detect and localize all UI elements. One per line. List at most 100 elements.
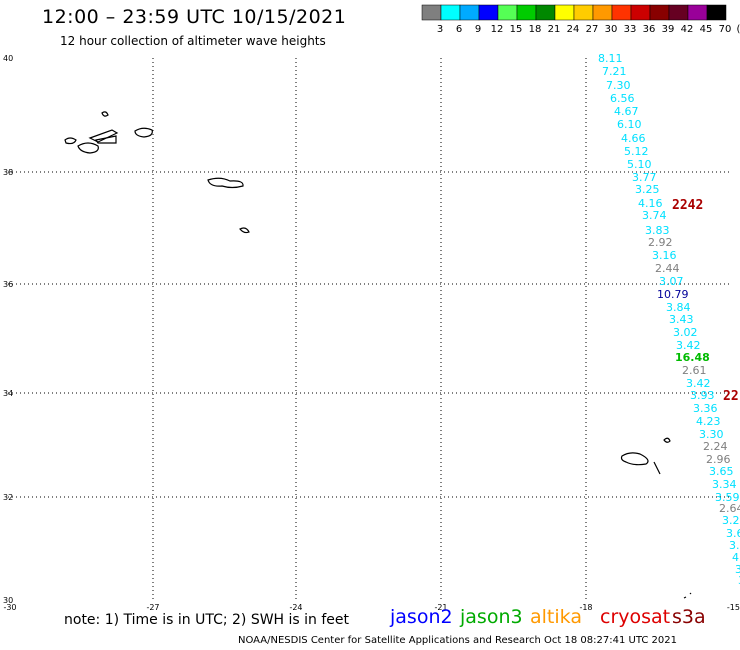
swh-value: 3.02: [673, 326, 698, 339]
swh-value: 3.6: [726, 527, 740, 540]
swh-value: 3.: [729, 539, 740, 552]
swh-value: 2.61: [682, 364, 707, 377]
scale-label: (ft): [736, 24, 740, 35]
swh-value: 4.16: [638, 197, 663, 210]
island-pico: [88, 129, 119, 143]
scale-label: 39: [662, 24, 675, 35]
scale-label: 45: [700, 24, 713, 35]
swh-value: 2.96: [706, 453, 731, 466]
longitude-label: -15: [727, 603, 740, 612]
swh-value: 3.42: [676, 339, 701, 352]
swh-value: 2.44: [655, 262, 680, 275]
scale-label: 6: [456, 24, 462, 35]
scale-label: 18: [529, 24, 542, 35]
swh-value: 2.24: [703, 440, 728, 453]
swh-value: 3.34: [712, 478, 737, 491]
satellite-name-s3a: s3a: [672, 606, 706, 628]
scale-label: 24: [567, 24, 580, 35]
swh-value: 3.83: [645, 224, 670, 237]
scale-label: 30: [605, 24, 618, 35]
swh-value: 2.64: [719, 502, 740, 515]
swh-value: 3.93: [690, 389, 715, 402]
satellite-name-jason3: jason3: [460, 606, 523, 628]
map-subtitle: 12 hour collection of altimeter wave hei…: [60, 34, 326, 48]
map-title: 12:00 – 23:59 UTC 10/15/2021: [42, 6, 347, 28]
swh-value: 3.65: [709, 465, 734, 478]
latitude-label: 30: [3, 596, 13, 605]
scale-label: 15: [510, 24, 523, 35]
pass-time-label: 2242: [672, 198, 703, 213]
island-flores: [64, 137, 77, 145]
swh-value: 4.: [732, 551, 740, 564]
island-graciosa: [134, 127, 153, 138]
swh-value: 3: [735, 563, 740, 576]
scale-label: 3: [437, 24, 443, 35]
graticule-grid: [8, 58, 731, 600]
scale-label: 33: [624, 24, 637, 35]
island-sao-miguel-east: [239, 227, 250, 234]
swh-value: 6.10: [617, 118, 642, 131]
island-porto-santo: [663, 437, 671, 443]
longitude-label: -21: [434, 603, 447, 612]
longitude-label: -18: [579, 603, 592, 612]
swh-value: 3.29: [722, 514, 740, 527]
latitude-label: 34: [3, 389, 13, 398]
swh-value: 7.30: [606, 79, 631, 92]
scale-label: 9: [475, 24, 481, 35]
swh-value: 3.77: [632, 171, 657, 184]
scale-label: 12: [491, 24, 504, 35]
longitude-label: -27: [146, 603, 159, 612]
swh-value: 4.23: [696, 415, 721, 428]
swh-value: 4.67: [614, 105, 639, 118]
latitude-label: 38: [3, 168, 13, 177]
swh-value: 3.25: [635, 183, 660, 196]
swh-value: 5.12: [624, 145, 649, 158]
island-faial: [77, 142, 99, 154]
swh-value: 3.16: [652, 249, 677, 262]
satellite-name-cryosat: cryosat: [600, 606, 671, 628]
island-desertas: [653, 461, 661, 475]
swh-value: 3.74: [642, 209, 667, 222]
scale-label: 36: [643, 24, 656, 35]
latitude-label: 40: [3, 54, 13, 63]
swh-value: 8.11: [598, 52, 623, 65]
swh-value: 3.84: [666, 301, 691, 314]
pass-time-labels: 2242 22: [672, 198, 739, 404]
swh-value: 3.07: [659, 275, 684, 288]
swh-value: 4.66: [621, 132, 646, 145]
footer-note: note: 1) Time is in UTC; 2) SWH is in fe…: [64, 612, 350, 628]
satellite-name-jason2: jason2: [390, 606, 453, 628]
island-madeira: [620, 452, 649, 466]
swh-value: 3.30: [699, 428, 724, 441]
swh-value: 16.48: [675, 351, 710, 364]
azores-islands: [64, 111, 692, 599]
latitude-label: 36: [3, 280, 13, 289]
swh-value: 3.59: [715, 491, 740, 504]
island-corvo: [101, 111, 109, 117]
latitude-label: 32: [3, 493, 13, 502]
longitude-label: -24: [289, 603, 302, 612]
swh-value: 3.36: [693, 402, 718, 415]
satellite-name-altika: altika: [530, 606, 582, 628]
swh-value: 3: [738, 574, 740, 587]
swh-value: 6.56: [610, 92, 635, 105]
swh-value: 3.42: [686, 377, 711, 390]
pass-time-label: 22: [723, 389, 739, 404]
swh-value: 10.79: [657, 288, 689, 301]
swh-value: 5.10: [627, 158, 652, 171]
island-sao-jorge: [95, 135, 117, 144]
island-selvagens: [683, 592, 692, 599]
scale-label: 70: [719, 24, 732, 35]
credit-line: NOAA/NESDIS Center for Satellite Applica…: [238, 635, 677, 646]
island-terceira: [207, 177, 244, 189]
swh-observations: 8.117.217.306.564.676.104.665.125.103.77…: [598, 52, 740, 587]
swh-value: 3.43: [669, 313, 694, 326]
scale-label: 42: [681, 24, 694, 35]
axis-labels: 40 38 36 34 32 30-30 -27 -24 -21 -18 -15: [3, 54, 740, 612]
swh-value: 2.92: [648, 236, 673, 249]
longitude-label: -30: [3, 603, 16, 612]
swh-value: 7.21: [602, 65, 627, 78]
scale-label: 27: [586, 24, 599, 35]
